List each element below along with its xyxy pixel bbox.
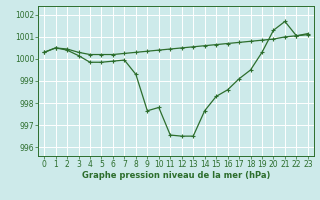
X-axis label: Graphe pression niveau de la mer (hPa): Graphe pression niveau de la mer (hPa) [82,171,270,180]
